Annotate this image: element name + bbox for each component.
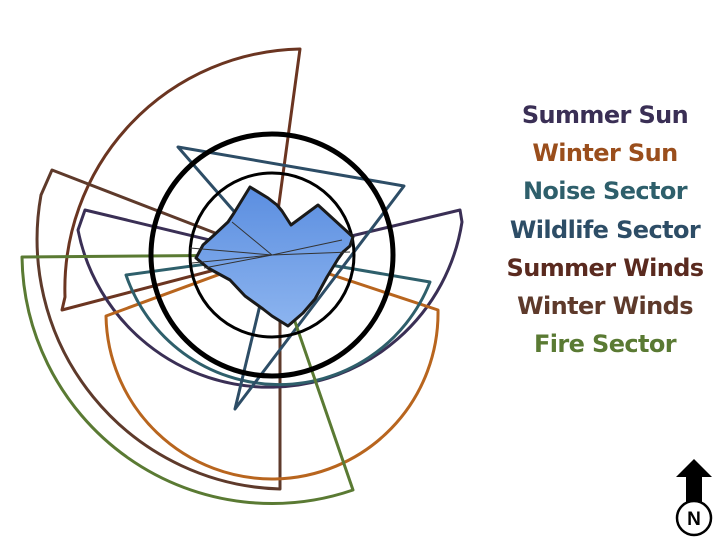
north-label: N	[687, 509, 701, 530]
winter-winds-sector	[35, 168, 282, 491]
legend-summer-sun: Summer Sun	[521, 101, 689, 129]
legend-wildlife-sector: Wildlife Sector	[509, 215, 701, 244]
site-outline	[194, 185, 355, 328]
fan-line-5	[271, 251, 351, 256]
legend-noise-sector: Noise Sector	[522, 177, 688, 206]
winter-sun-sector	[104, 253, 440, 481]
fan-line-0	[189, 247, 273, 256]
north-arrow-icon: N	[675, 459, 713, 537]
summer-sun-sector	[76, 208, 464, 389]
sectors-group	[20, 47, 464, 505]
zone-ring-middle	[150, 133, 394, 377]
legend-winter-winds: Winter Winds	[517, 292, 693, 321]
fan-line-2	[203, 254, 273, 269]
fan-line-4	[271, 239, 343, 256]
zone-rings	[148, 131, 396, 379]
fire-sector	[20, 253, 355, 505]
legend-winter-sun: Winter Sun	[532, 139, 678, 168]
fan-line-3	[231, 221, 273, 256]
zone-ring-outer	[148, 131, 396, 379]
noise-sector	[124, 253, 432, 387]
legend-fire-sector: Fire Sector	[533, 330, 677, 359]
zone-ring-inner	[188, 171, 356, 339]
wildlife-sector	[176, 145, 406, 411]
legend-summer-winds: Summer Winds	[506, 253, 705, 282]
fan-lines	[189, 221, 351, 269]
summer-winds-sector	[60, 47, 302, 312]
legend: Summer Sun Winter Sun Noise Sector Wildl…	[500, 96, 710, 363]
fan-line-1	[191, 254, 273, 264]
